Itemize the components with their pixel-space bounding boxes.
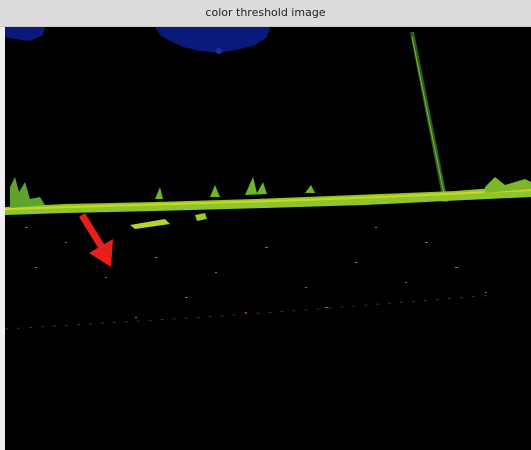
red-arrow — [79, 213, 113, 267]
window-title: color threshold image — [0, 0, 531, 27]
blue-region — [5, 27, 270, 54]
noise-dots — [5, 227, 496, 330]
image-background — [5, 27, 531, 450]
pole — [410, 32, 448, 202]
threshold-image — [5, 27, 531, 450]
horizon-band — [5, 177, 531, 229]
